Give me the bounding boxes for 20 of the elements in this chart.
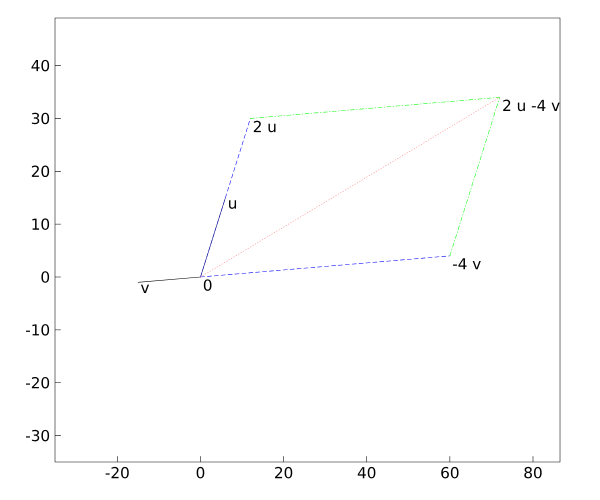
x-tick-label: 40 [358, 466, 376, 478]
y-tick-label: 30 [32, 112, 50, 124]
y-tick-label: -20 [26, 376, 50, 388]
x-tick-label: 80 [524, 466, 542, 478]
y-tick-label: 20 [32, 166, 50, 178]
x-tick-label: 60 [441, 466, 459, 478]
x-tick-label: -20 [106, 466, 129, 478]
annotation: v [140, 284, 150, 293]
annotation: -4 v [452, 258, 481, 270]
x-tick-label: 20 [275, 466, 292, 478]
annotation: 0 [204, 279, 212, 291]
annotation: u [229, 200, 236, 209]
y-tick-label: 0 [41, 271, 50, 283]
y-tick-label: 40 [31, 60, 50, 72]
y-tick-label: 10 [32, 218, 50, 230]
x-tick-label: 0 [196, 466, 204, 478]
annotation: 2 u [254, 120, 276, 132]
y-tick-label: -10 [26, 324, 50, 336]
y-tick-label: -30 [26, 430, 50, 442]
annotation: 2 u -4 v [503, 100, 560, 112]
